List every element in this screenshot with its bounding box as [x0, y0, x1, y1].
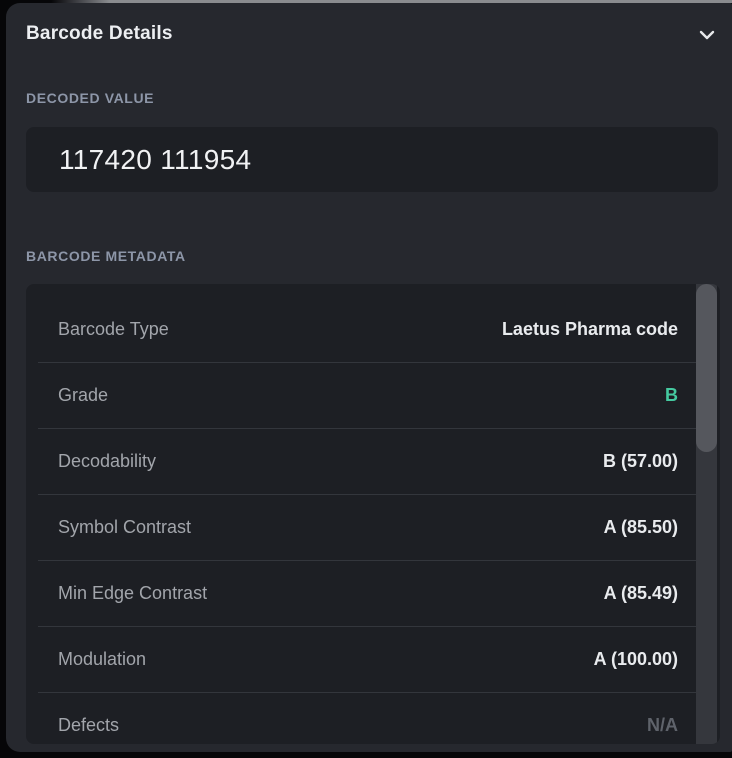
row-label: Modulation: [58, 649, 147, 669]
row-value: Laetus Pharma code: [501, 318, 678, 339]
table-row: Modulation A (100.00): [38, 626, 708, 692]
scrollbar[interactable]: [696, 284, 717, 744]
barcode-details-panel: Barcode Details DECODED VALUE 117420 111…: [6, 3, 732, 752]
table-row: Defects N/A: [38, 692, 708, 744]
row-label: Min Edge Contrast: [58, 583, 208, 603]
table-row: Min Edge Contrast A (85.49): [38, 560, 708, 626]
row-label: Grade: [58, 385, 109, 405]
row-label: Symbol Contrast: [58, 517, 192, 537]
row-value: A (100.00): [593, 649, 678, 669]
row-label: Barcode Type: [58, 318, 169, 339]
scrollbar-thumb[interactable]: [696, 284, 717, 452]
table-row: Barcode Type Laetus Pharma code: [38, 296, 708, 362]
background-top-edge: [0, 0, 732, 3]
row-value: B (57.00): [602, 451, 678, 471]
panel-header[interactable]: Barcode Details: [6, 3, 732, 65]
decoded-value-section-label: DECODED VALUE: [26, 90, 155, 106]
row-label: Defects: [58, 715, 120, 735]
row-value: B: [665, 385, 678, 405]
table-row: Symbol Contrast A (85.50): [38, 494, 708, 560]
decoded-value-text: 117420 111954: [59, 143, 252, 175]
metadata-rows: Barcode Type Laetus Pharma code Grade B …: [38, 296, 708, 744]
row-value: N/A: [647, 715, 678, 735]
barcode-metadata-section-label: BARCODE METADATA: [26, 248, 186, 264]
table-row: Grade B: [38, 362, 708, 428]
row-value: A (85.49): [603, 583, 678, 603]
chevron-down-icon[interactable]: [698, 26, 716, 44]
row-value: A (85.50): [603, 517, 678, 537]
panel-title: Barcode Details: [26, 23, 173, 44]
table-row: Decodability B (57.00): [38, 428, 708, 494]
row-label: Decodability: [58, 451, 157, 471]
barcode-metadata-table[interactable]: Barcode Type Laetus Pharma code Grade B …: [26, 284, 720, 744]
decoded-value-field[interactable]: 117420 111954: [26, 127, 718, 192]
